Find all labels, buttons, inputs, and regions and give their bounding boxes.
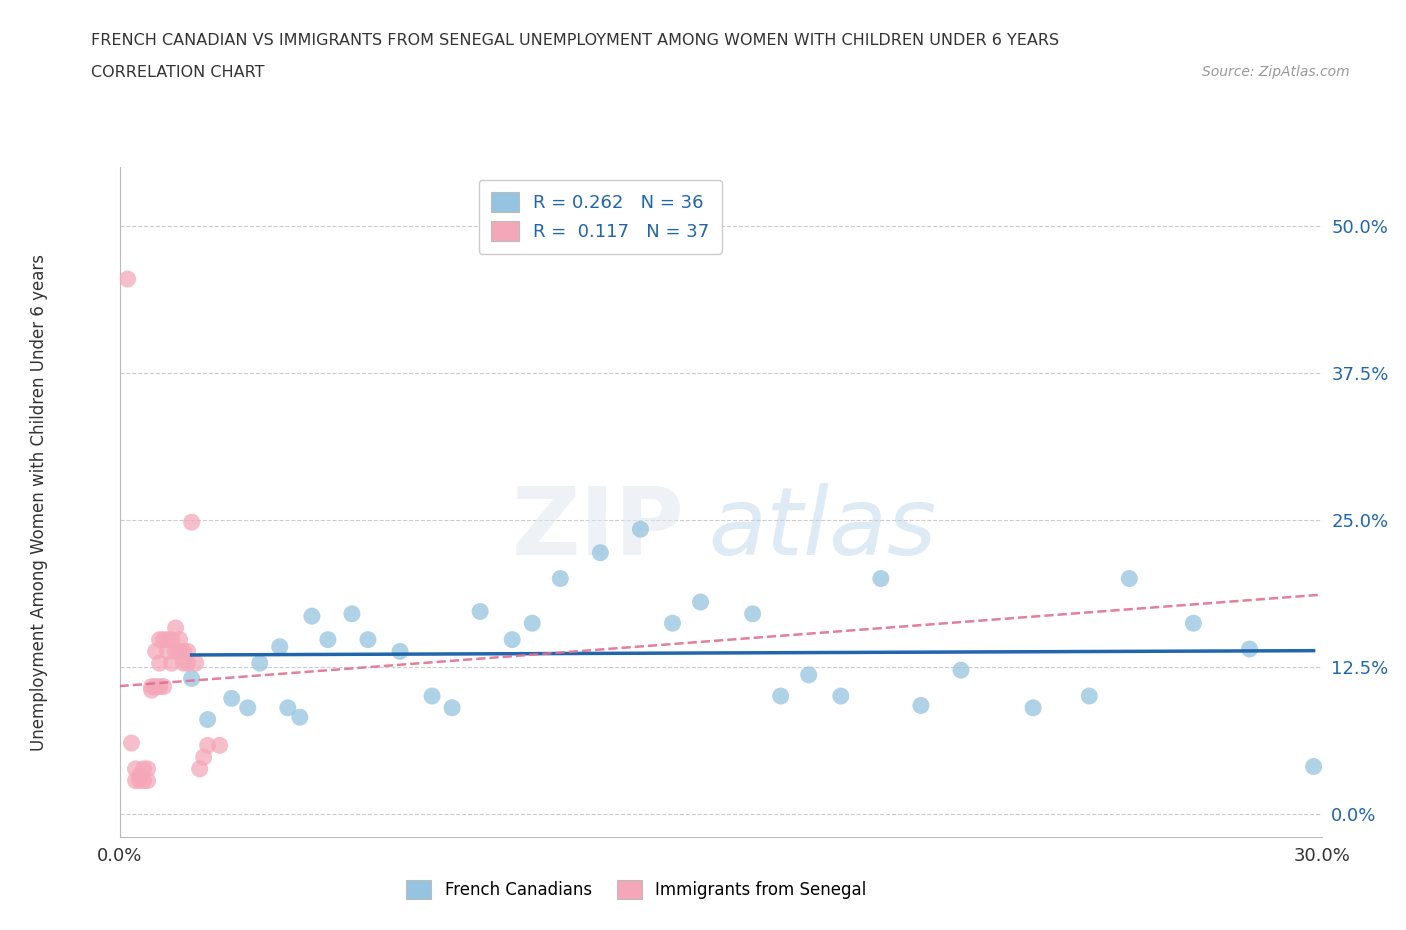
Point [661, 616, 683, 631]
Point [124, 762, 146, 777]
Point [221, 691, 243, 706]
Point [689, 594, 711, 609]
Point [169, 644, 191, 658]
Point [173, 644, 195, 658]
Point [141, 683, 163, 698]
Point [132, 773, 155, 788]
Point [1302, 759, 1324, 774]
Point [208, 737, 231, 752]
Text: atlas: atlas [709, 484, 936, 575]
Point [277, 700, 299, 715]
Point [132, 762, 155, 777]
Point [160, 632, 183, 647]
Point [869, 571, 893, 586]
Point [550, 571, 572, 586]
Point [197, 737, 219, 752]
Point [156, 632, 179, 647]
Point [197, 712, 219, 727]
Point [169, 632, 191, 647]
Point [420, 688, 443, 703]
Point [301, 609, 323, 624]
Point [249, 656, 271, 671]
Point [797, 668, 820, 683]
Point [769, 688, 792, 703]
Point [1078, 688, 1101, 703]
Point [501, 632, 523, 647]
Point [340, 606, 363, 621]
Text: Unemployment Among Women with Children Under 6 years: Unemployment Among Women with Children U… [31, 254, 48, 751]
Point [288, 710, 311, 724]
Point [124, 773, 146, 788]
Point [176, 644, 198, 658]
Point [1022, 700, 1045, 715]
Point [830, 688, 852, 703]
Point [184, 656, 207, 671]
Point [269, 639, 291, 654]
Point [193, 750, 215, 764]
Point [165, 644, 187, 658]
Point [388, 644, 412, 658]
Point [117, 272, 139, 286]
Point [121, 736, 143, 751]
Point [173, 656, 195, 671]
Point [522, 616, 544, 631]
Text: ZIP: ZIP [512, 483, 685, 575]
Point [141, 679, 163, 694]
Point [468, 604, 492, 618]
Legend: French Canadians, Immigrants from Senegal: French Canadians, Immigrants from Senega… [396, 870, 876, 909]
Point [128, 773, 150, 788]
Text: CORRELATION CHART: CORRELATION CHART [91, 65, 264, 80]
Point [136, 773, 159, 788]
Point [441, 700, 464, 715]
Point [149, 632, 172, 647]
Point [156, 644, 179, 658]
Point [145, 679, 167, 694]
Point [149, 679, 172, 694]
Point [136, 762, 159, 777]
Point [180, 671, 202, 685]
Point [589, 545, 612, 560]
Point [236, 700, 259, 715]
Point [128, 768, 150, 783]
Point [188, 762, 211, 777]
Point [152, 632, 174, 647]
Point [630, 522, 652, 537]
Point [160, 656, 183, 671]
Point [1118, 571, 1140, 586]
Point [741, 606, 763, 621]
Point [176, 656, 198, 671]
Point [165, 620, 187, 635]
Point [910, 698, 932, 713]
Text: FRENCH CANADIAN VS IMMIGRANTS FROM SENEGAL UNEMPLOYMENT AMONG WOMEN WITH CHILDRE: FRENCH CANADIAN VS IMMIGRANTS FROM SENEG… [91, 33, 1060, 47]
Point [950, 663, 973, 678]
Point [1182, 616, 1205, 631]
Point [145, 644, 167, 658]
Point [152, 679, 174, 694]
Point [149, 656, 172, 671]
Point [1239, 642, 1261, 657]
Text: Source: ZipAtlas.com: Source: ZipAtlas.com [1202, 65, 1350, 79]
Point [180, 514, 202, 529]
Point [316, 632, 339, 647]
Point [357, 632, 380, 647]
